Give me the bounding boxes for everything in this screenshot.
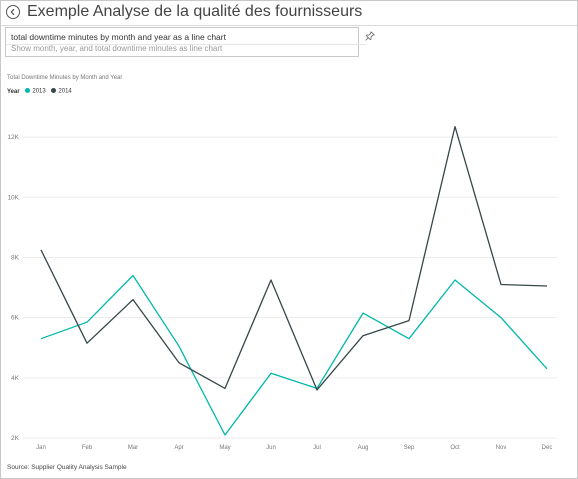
pin-icon[interactable]: [365, 28, 375, 46]
data-point-2013[interactable]: [407, 336, 412, 341]
y-tick-label: 10K: [7, 194, 19, 201]
line-chart: 2K 4K 6K 8K 10K 12K Jan Feb Mar Apr May Jun Jul Aug Se…: [7, 124, 557, 451]
data-point-2014[interactable]: [131, 297, 136, 302]
header-bar: Exemple Analyse de la qualité des fourni…: [1, 1, 577, 26]
legend-dot-2014: [51, 88, 57, 93]
data-point-2014[interactable]: [269, 278, 274, 283]
legend-label-2014: 2014: [58, 88, 72, 95]
x-tick-label: Jun: [266, 445, 276, 451]
data-point-2013[interactable]: [131, 273, 136, 278]
y-tick-label: 2K: [11, 435, 20, 442]
data-point-2014[interactable]: [39, 247, 44, 252]
page-title: Exemple Analyse de la qualité des fourni…: [27, 3, 363, 20]
legend-dot-2013: [25, 88, 31, 93]
source-note: Source: Supplier Quality Analysis Sample: [7, 464, 127, 471]
data-point-2014[interactable]: [315, 387, 320, 392]
y-tick-label: 8K: [11, 254, 20, 261]
y-tick-label: 6K: [11, 315, 20, 322]
data-point-2013[interactable]: [39, 336, 44, 341]
x-tick-label: Apr: [174, 445, 183, 451]
data-point-2014[interactable]: [177, 360, 182, 365]
data-point-2014[interactable]: [453, 124, 458, 129]
qa-suggestion[interactable]: Show month, year, and total downtime min…: [11, 44, 223, 53]
data-point-2013[interactable]: [269, 371, 274, 376]
data-point-2014[interactable]: [223, 386, 228, 391]
x-tick-label: Aug: [358, 445, 369, 451]
x-tick-label: Mar: [128, 445, 138, 451]
data-point-2013[interactable]: [85, 320, 90, 325]
x-tick-label: Jan: [36, 445, 46, 451]
y-tick-label: 4K: [11, 375, 20, 382]
back-arrow-icon[interactable]: [6, 5, 20, 19]
data-point-2013[interactable]: [177, 344, 182, 349]
chart-legend: Year 2013 2014: [7, 88, 76, 96]
legend-title: Year: [7, 88, 20, 95]
x-tick-label: May: [219, 445, 230, 451]
legend-item-2014[interactable]: 2014: [51, 88, 72, 95]
legend-item-2013[interactable]: 2013: [25, 88, 46, 95]
series-line-2013[interactable]: [40, 274, 548, 436]
data-point-2013[interactable]: [361, 311, 366, 316]
y-tick-label: 12K: [7, 134, 19, 141]
x-tick-label: Feb: [82, 445, 93, 451]
data-point-2013[interactable]: [453, 278, 458, 283]
x-tick-label: Oct: [450, 445, 460, 451]
x-tick-label: Sep: [404, 445, 415, 451]
chevron-left-icon: [10, 8, 15, 16]
data-point-2014[interactable]: [499, 282, 504, 287]
legend-label-2013: 2013: [32, 88, 46, 95]
series-line-2014[interactable]: [40, 125, 548, 391]
x-tick-label: Dec: [542, 445, 553, 451]
qa-search-input[interactable]: [6, 28, 366, 45]
data-point-2014[interactable]: [545, 284, 550, 289]
data-point-2013[interactable]: [545, 366, 550, 371]
x-tick-label: Nov: [496, 445, 507, 451]
chart-title: Total Downtime Minutes by Month and Year: [7, 75, 123, 81]
data-point-2014[interactable]: [361, 333, 366, 338]
data-point-2014[interactable]: [85, 341, 90, 346]
x-tick-label: Jul: [313, 445, 321, 451]
data-point-2013[interactable]: [499, 315, 504, 320]
data-point-2013[interactable]: [223, 432, 228, 437]
data-point-2014[interactable]: [407, 318, 412, 323]
qa-question-box[interactable]: Show month, year, and total downtime min…: [5, 27, 366, 57]
